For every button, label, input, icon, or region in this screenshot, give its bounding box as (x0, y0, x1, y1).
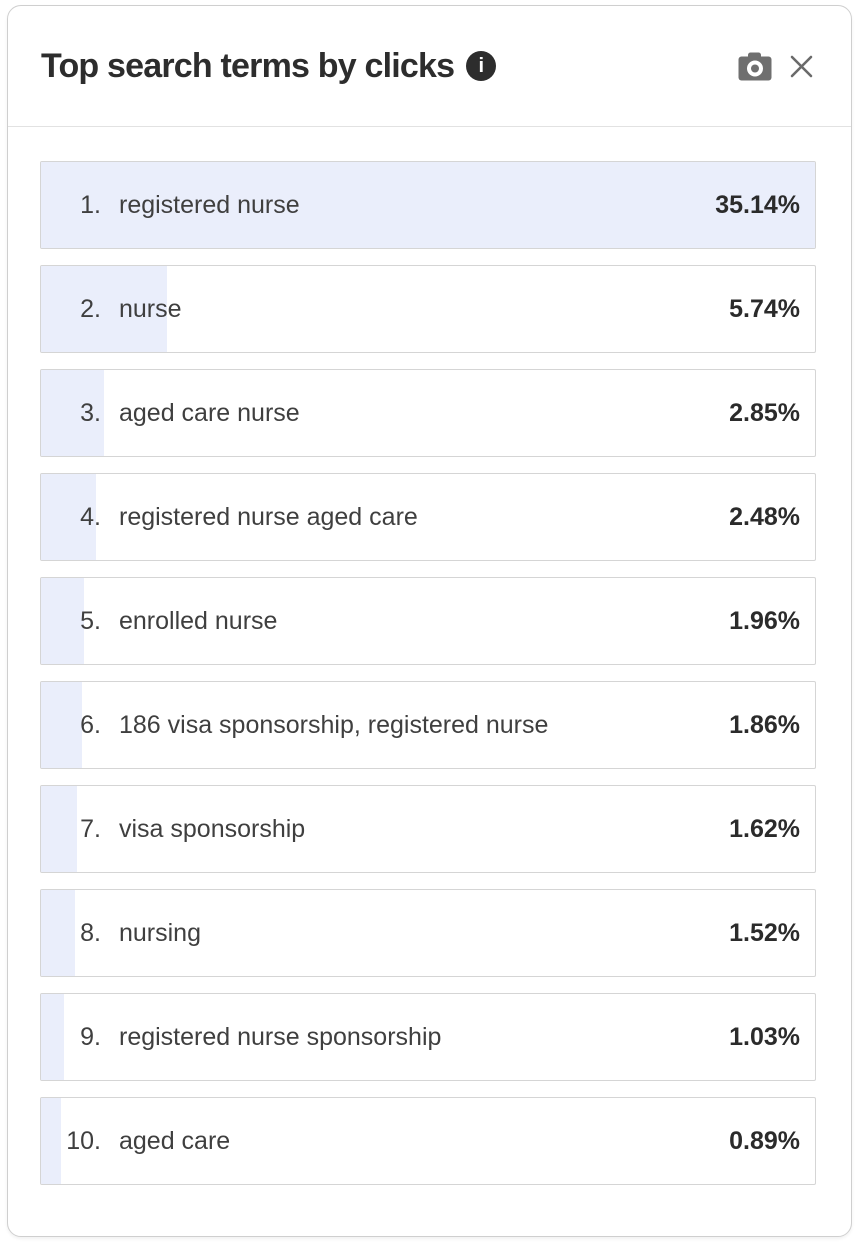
row-term: nurse (119, 294, 182, 323)
row-term: visa sponsorship (119, 814, 306, 843)
row-rank: 9. (80, 1022, 101, 1051)
bar-fill (41, 474, 96, 560)
row-term: enrolled nurse (119, 606, 278, 635)
row-term: 186 visa sponsorship, registered nurse (119, 710, 549, 739)
search-terms-list: 1. registered nurse 35.14% 2. nurse 5.74… (8, 127, 851, 1185)
bar-fill (41, 786, 77, 872)
row-term: registered nurse aged care (119, 502, 418, 531)
list-item: 4. registered nurse aged care 2.48% (40, 473, 816, 561)
row-value: 2.48% (729, 502, 800, 531)
list-item: 7. visa sponsorship 1.62% (40, 785, 816, 873)
row-term: aged care (119, 1126, 231, 1155)
row-term: nursing (119, 918, 201, 947)
row-term: aged care nurse (119, 398, 300, 427)
row-content: 3. aged care nurse 2.85% (41, 370, 815, 456)
list-item: 8. nursing 1.52% (40, 889, 816, 977)
row-value: 1.86% (729, 710, 800, 739)
camera-icon (738, 52, 772, 80)
list-item: 10. aged care 0.89% (40, 1097, 816, 1185)
row-content: 10. aged care 0.89% (41, 1098, 815, 1184)
bar-fill (41, 994, 64, 1080)
row-rank: 8. (80, 918, 101, 947)
row-value: 1.62% (729, 814, 800, 843)
bar-fill (41, 266, 168, 352)
row-value: 1.03% (729, 1022, 800, 1051)
row-content: 9. registered nurse sponsorship 1.03% (41, 994, 815, 1080)
row-content: 8. nursing 1.52% (41, 890, 815, 976)
row-term: registered nurse sponsorship (119, 1022, 442, 1051)
list-item: 5. enrolled nurse 1.96% (40, 577, 816, 665)
row-value: 1.96% (729, 606, 800, 635)
row-content: 6. 186 visa sponsorship, registered nurs… (41, 682, 815, 768)
bar-fill (41, 890, 75, 976)
list-item: 3. aged care nurse 2.85% (40, 369, 816, 457)
row-rank: 6. (80, 710, 101, 739)
list-item: 6. 186 visa sponsorship, registered nurs… (40, 681, 816, 769)
info-icon[interactable]: i (466, 51, 497, 81)
row-content: 7. visa sponsorship 1.62% (41, 786, 815, 872)
row-content: 1. registered nurse 35.14% (41, 162, 815, 248)
row-term: registered nurse (119, 190, 300, 219)
close-icon (790, 55, 813, 77)
row-value: 1.52% (729, 918, 800, 947)
close-button[interactable] (788, 53, 815, 80)
screenshot-button[interactable] (738, 52, 772, 81)
row-value: 5.74% (729, 294, 800, 323)
bar-fill (41, 682, 82, 768)
card-header: Top search terms by clicks i (8, 6, 851, 127)
list-item: 1. registered nurse 35.14% (40, 161, 816, 249)
row-value: 35.14% (715, 190, 800, 219)
bar-fill (41, 1098, 61, 1184)
bar-fill (41, 578, 85, 664)
row-content: 5. enrolled nurse 1.96% (41, 578, 815, 664)
list-item: 2. nurse 5.74% (40, 265, 816, 353)
row-rank: 1. (80, 190, 101, 219)
list-item: 9. registered nurse sponsorship 1.03% (40, 993, 816, 1081)
card-title: Top search terms by clicks (41, 46, 455, 85)
row-content: 4. registered nurse aged care 2.48% (41, 474, 815, 560)
bar-fill (41, 370, 104, 456)
row-rank: 5. (80, 606, 101, 635)
row-value: 2.85% (729, 398, 800, 427)
bar-fill (41, 162, 815, 248)
row-rank: 2. (80, 294, 101, 323)
row-rank: 4. (80, 502, 101, 531)
row-value: 0.89% (729, 1126, 800, 1155)
top-search-terms-card: Top search terms by clicks i 1. register… (7, 5, 852, 1237)
row-content: 2. nurse 5.74% (41, 266, 815, 352)
row-rank: 7. (80, 814, 101, 843)
row-rank: 3. (80, 398, 101, 427)
row-rank: 10. (66, 1126, 101, 1155)
